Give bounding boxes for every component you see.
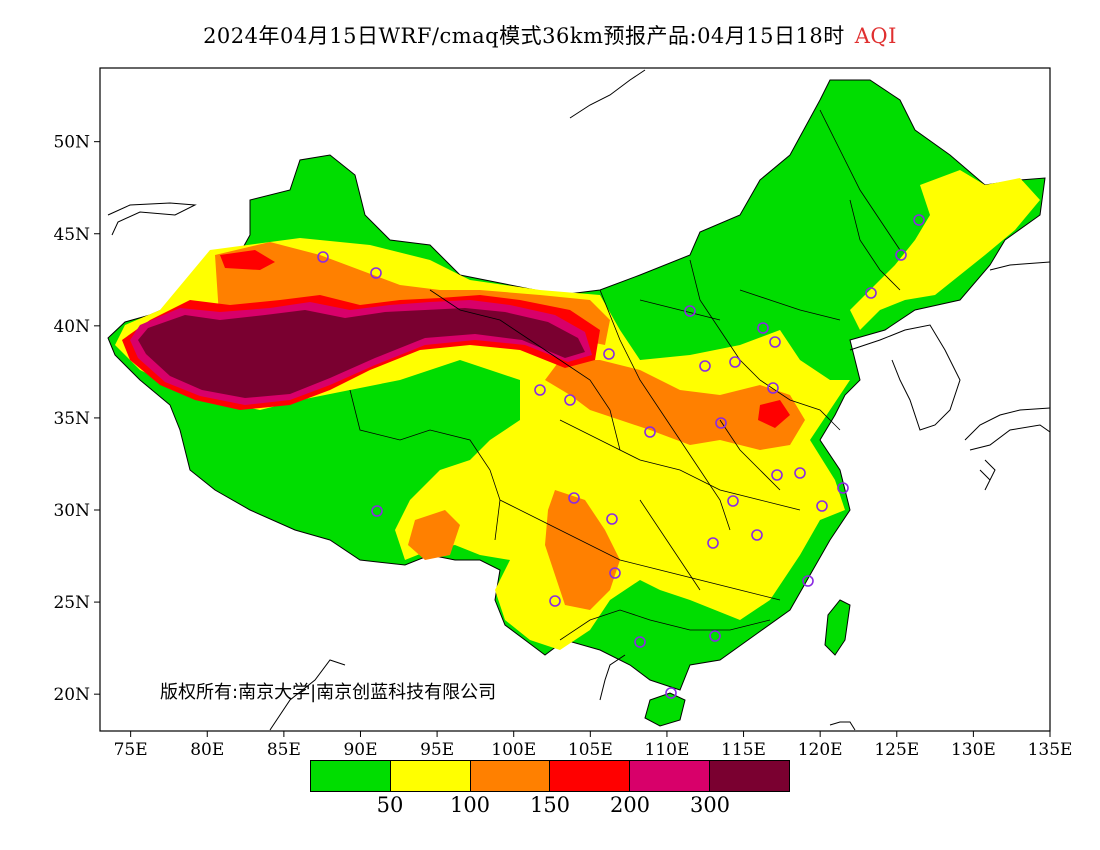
city-station-marker <box>684 305 696 317</box>
city-station-marker <box>757 322 769 334</box>
legend-swatch <box>630 761 711 791</box>
x-tick-label: 75E <box>114 740 148 760</box>
city-station-marker <box>837 482 849 494</box>
aqi-usg-tibet-south <box>408 510 460 560</box>
x-tick-label: 115E <box>721 740 766 760</box>
axis-ticks: 75E 80E 85E 90E 95E 100E 105E 110E 115E 120E 125E 1… <box>53 133 1072 760</box>
city-station-marker <box>816 500 828 512</box>
x-tick-label: 90E <box>343 740 377 760</box>
y-tick-label: 30N <box>53 501 90 521</box>
city-station-marker <box>609 567 621 579</box>
city-station-marker <box>564 394 576 406</box>
x-tick-label: 105E <box>568 740 613 760</box>
city-station-marker <box>802 575 814 587</box>
city-station-marker <box>606 513 618 525</box>
city-station-marker <box>913 214 925 226</box>
x-tick-label: 95E <box>420 740 454 760</box>
station-markers <box>317 214 925 699</box>
title-variable: AQI <box>854 24 897 48</box>
x-tick-label: 125E <box>874 740 919 760</box>
city-station-marker <box>794 467 806 479</box>
y-tick-label: 45N <box>53 225 90 245</box>
legend-swatch <box>390 761 471 791</box>
city-station-marker <box>709 630 721 642</box>
aqi-moderate-northeast <box>850 170 1040 330</box>
y-tick-label: 25N <box>53 593 90 613</box>
x-tick-label: 120E <box>798 740 843 760</box>
city-station-marker <box>568 492 580 504</box>
legend-label: 150 <box>529 793 571 817</box>
city-station-marker <box>865 287 877 299</box>
taiwan-land <box>824 599 851 656</box>
aqi-hazardous-core <box>138 308 585 398</box>
x-tick-label: 135E <box>1028 740 1073 760</box>
x-tick-label: 80E <box>190 740 224 760</box>
city-station-marker <box>549 595 561 607</box>
city-station-marker <box>371 505 383 517</box>
map-title: 2024年04月15日WRF/cmaq模式36km预报产品:04月15日18时 A… <box>0 20 1100 50</box>
y-tick-label: 50N <box>53 133 90 153</box>
city-station-marker <box>644 426 656 438</box>
legend-swatch <box>550 761 631 791</box>
city-station-marker <box>707 537 719 549</box>
city-station-marker <box>729 356 741 368</box>
color-legend <box>310 760 790 792</box>
legend-label: 100 <box>449 793 491 817</box>
y-tick-label: 20N <box>53 685 90 705</box>
x-tick-label: 110E <box>645 740 690 760</box>
hainan-land <box>644 692 686 727</box>
x-tick-label: 100E <box>491 740 536 760</box>
aqi-unhealthy-shandong <box>758 400 790 428</box>
city-station-marker <box>895 249 907 261</box>
aqi-unhealthy-north <box>220 250 275 270</box>
city-station-marker <box>634 636 646 648</box>
y-tick-label: 35N <box>53 409 90 429</box>
city-station-marker <box>603 348 615 360</box>
province-boundaries <box>349 109 901 641</box>
city-station-marker <box>769 336 781 348</box>
legend-label: 300 <box>689 793 731 817</box>
city-station-marker <box>665 687 677 699</box>
city-station-marker <box>699 360 711 372</box>
aqi-usg-central <box>545 360 805 450</box>
aqi-usg-sichuan <box>545 490 620 610</box>
legend-label: 200 <box>609 793 651 817</box>
title-text: 2024年04月15日WRF/cmaq模式36km预报产品:04月15日18时 <box>203 24 845 48</box>
city-station-marker <box>534 384 546 396</box>
x-tick-label: 130E <box>951 740 996 760</box>
city-station-marker <box>370 267 382 279</box>
city-station-marker <box>751 529 763 541</box>
city-station-marker <box>767 382 779 394</box>
city-station-marker <box>727 495 739 507</box>
map-frame <box>99 67 1051 732</box>
city-station-marker <box>317 251 329 263</box>
copyright-notice: 版权所有:南京大学|南京创蓝科技有限公司 <box>160 682 497 703</box>
neighbor-coastlines <box>107 69 1050 731</box>
legend-swatch <box>311 761 391 791</box>
city-station-marker <box>771 469 783 481</box>
y-tick-label: 40N <box>53 317 90 337</box>
legend-label: 50 <box>376 793 404 817</box>
legend-swatch <box>470 761 551 791</box>
city-station-marker <box>715 417 727 429</box>
x-tick-label: 85E <box>267 740 301 760</box>
legend-swatch <box>710 761 789 791</box>
